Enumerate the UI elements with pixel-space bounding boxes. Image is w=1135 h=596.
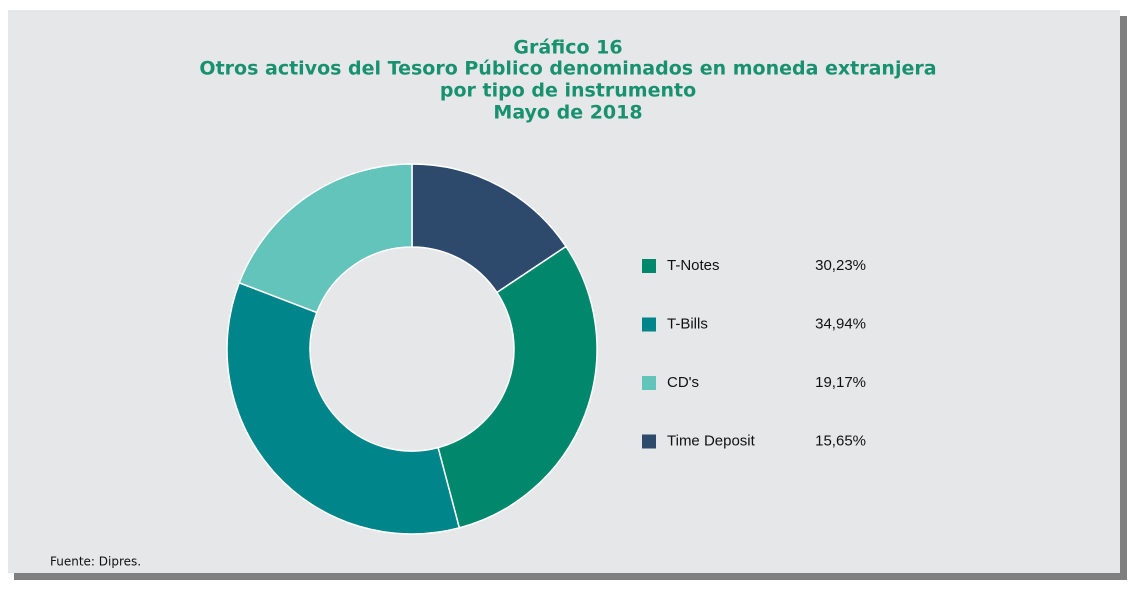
chart-title: Mayo de 2018	[493, 102, 642, 124]
legend-swatch	[642, 376, 656, 390]
value-label: 30,23%	[815, 257, 866, 274]
donut-slice	[238, 163, 413, 314]
legend-label: CD's	[667, 374, 699, 391]
legend-label: T-Notes	[667, 257, 720, 274]
donut-slice	[437, 245, 598, 529]
donut-slice	[411, 163, 568, 294]
legend-label: T-Bills	[667, 315, 708, 332]
value-label: 34,94%	[815, 315, 866, 332]
legend-swatch	[642, 434, 656, 449]
chart-title: por tipo de instrumento	[440, 80, 696, 102]
chart-title: Gráfico 16	[513, 37, 622, 59]
donut-slice	[226, 281, 461, 535]
chart-title: Otros activos del Tesoro Público denomin…	[199, 58, 936, 80]
source-note: Fuente: Dipres.	[50, 555, 141, 569]
legend-label: Time Deposit	[667, 432, 756, 449]
legend-swatch	[642, 259, 656, 273]
value-label: 19,17%	[815, 374, 866, 391]
legend-swatch	[642, 317, 656, 332]
value-label: 15,65%	[815, 432, 866, 449]
